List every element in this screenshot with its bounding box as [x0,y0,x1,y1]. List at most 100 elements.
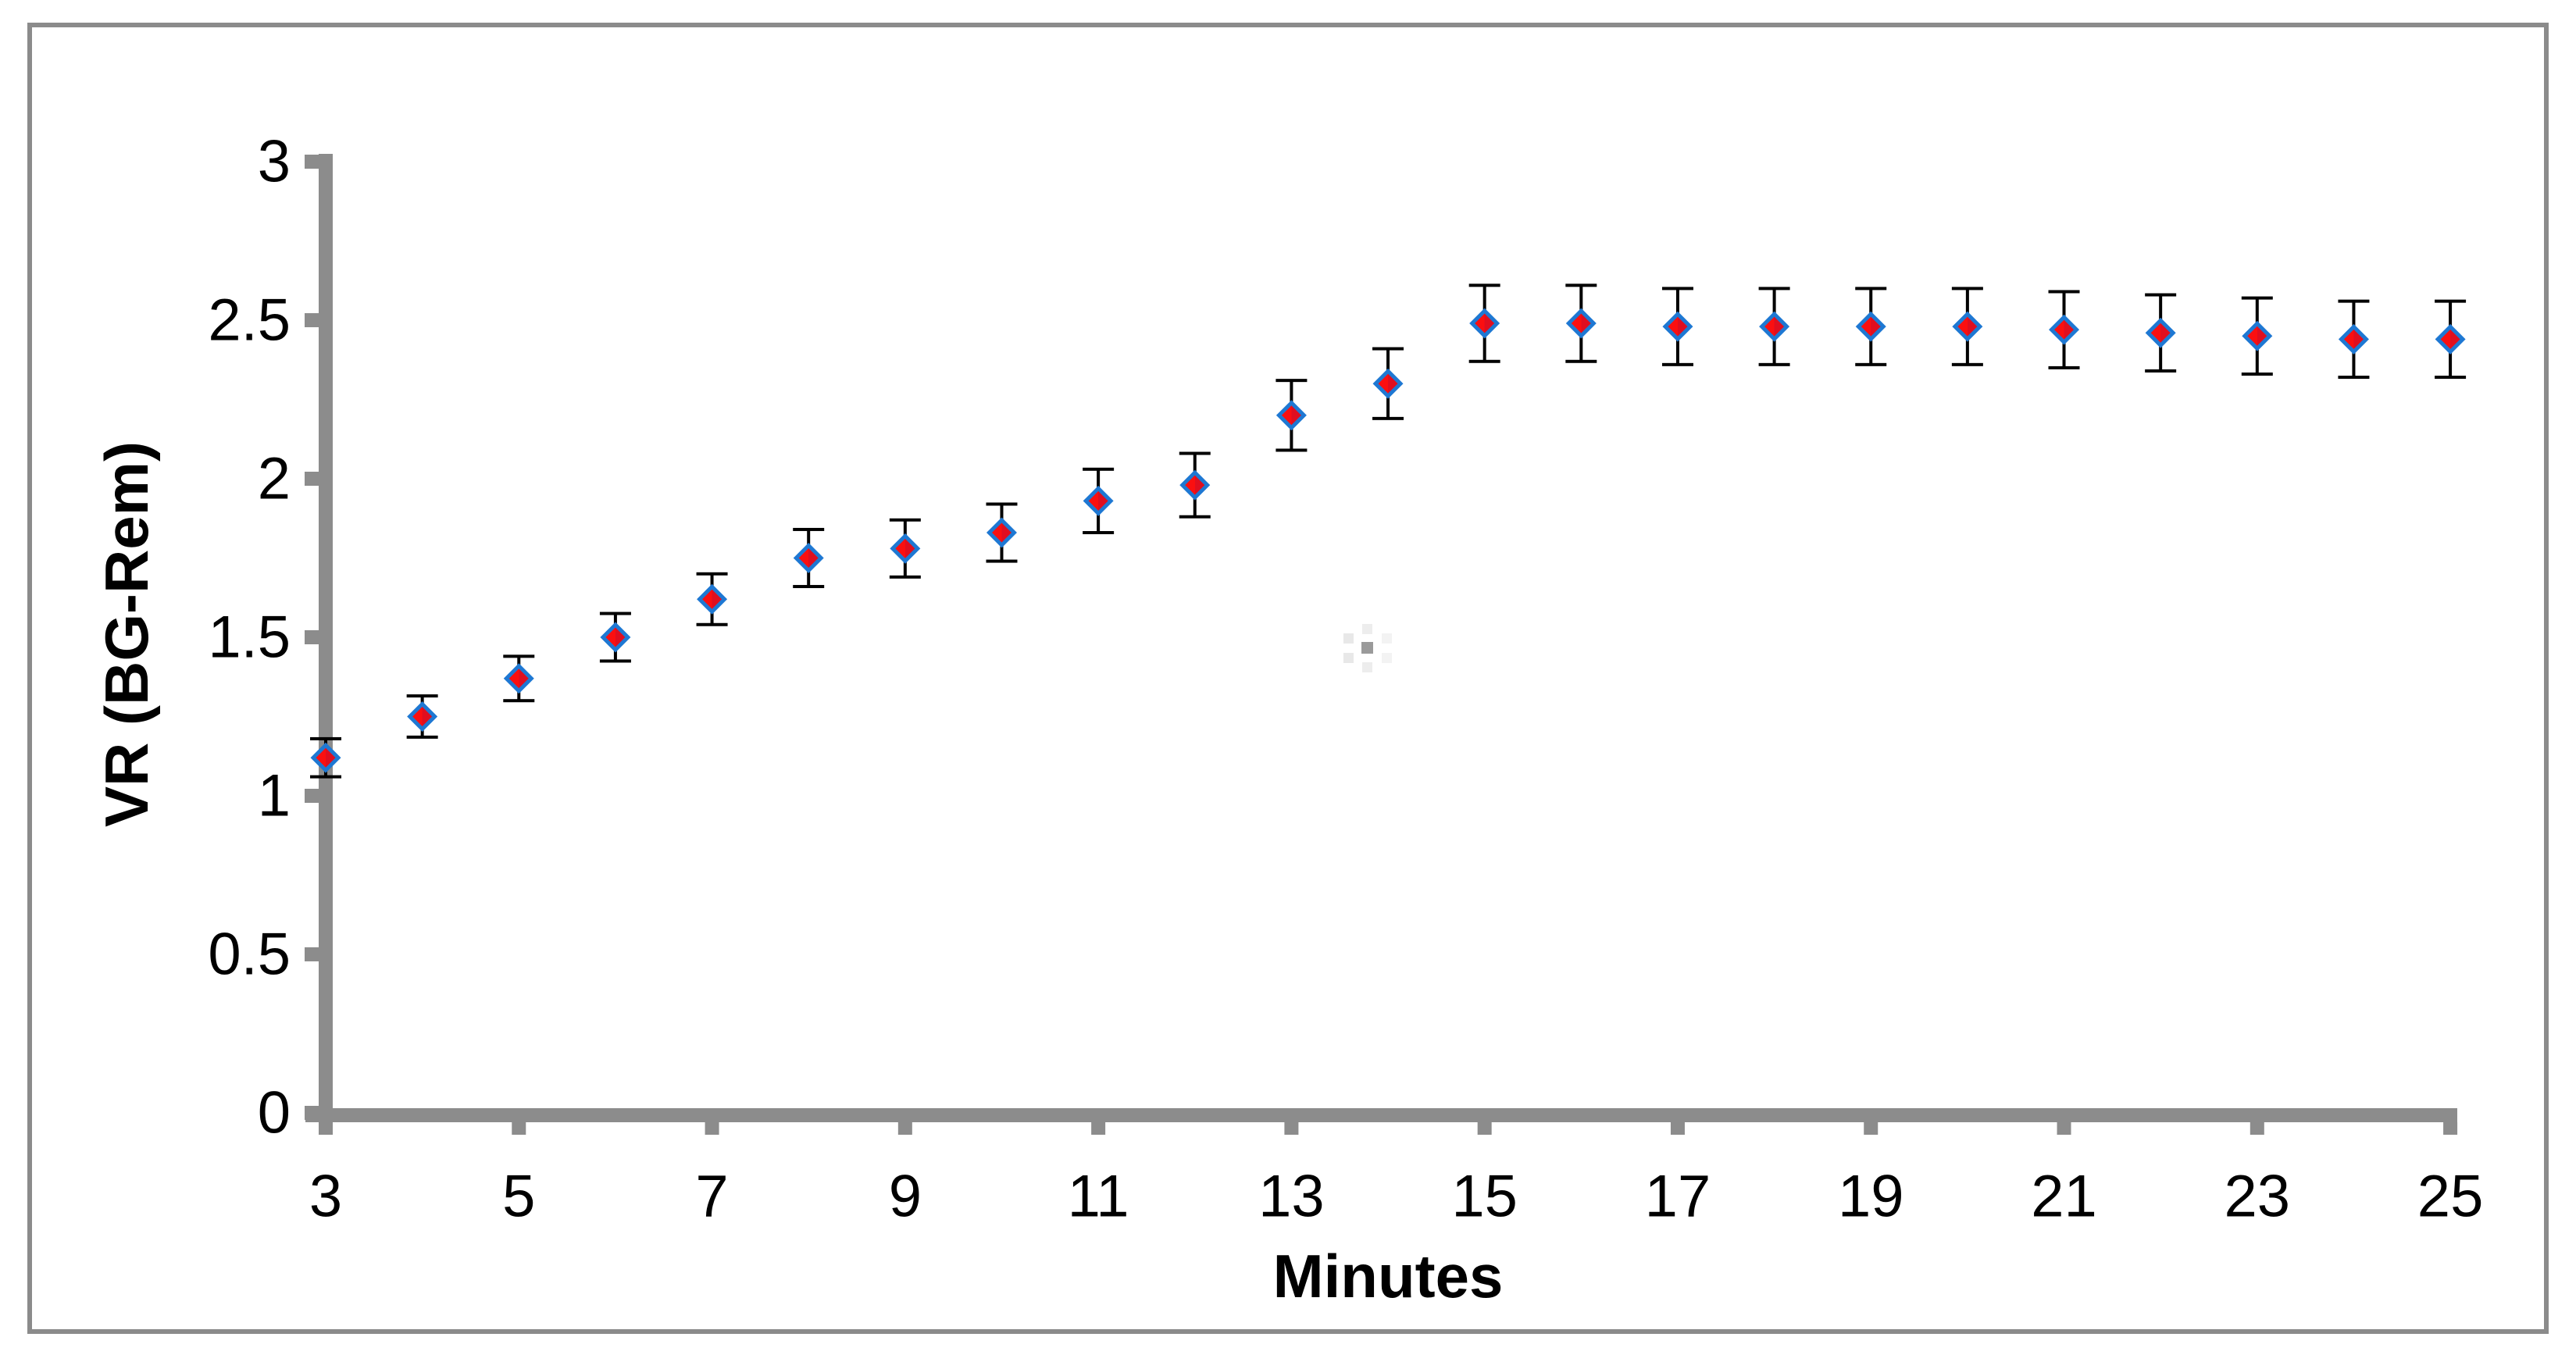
error-bar-cap [599,659,631,663]
error-bar-cap [310,736,341,740]
x-tick [512,1122,526,1135]
x-tick [897,1122,912,1135]
y-tick [305,313,319,327]
error-bar-cap [986,502,1018,506]
error-bar-cap [2241,373,2273,376]
error-bar-cap [1179,451,1211,455]
error-bar-cap [2241,296,2273,300]
y-tick-label: 2.5 [208,287,291,354]
axes [305,154,2458,1135]
data-point-marker-core [1088,490,1108,511]
x-tick [319,1122,333,1135]
data-point-marker-core [1957,316,1978,337]
x-tick-label: 17 [1645,1164,1711,1230]
x-tick [1670,1122,1685,1135]
x-tick-label: 9 [889,1164,922,1230]
data-point-marker-core [316,747,336,768]
error-bar-cap [2338,376,2370,380]
error-bar-cap [1468,359,1500,363]
x-tick-label: 15 [1451,1164,1518,1230]
x-tick [1477,1122,1492,1135]
error-bar-cap [889,575,921,579]
data-point-marker-core [1185,475,1205,495]
data-point-marker-core [412,707,433,726]
figure-border [27,23,2549,1334]
error-bar-cap [696,572,728,576]
data-point-marker-core [605,627,626,647]
error-bar-cap [1565,283,1597,287]
error-bar-cap [2435,376,2467,380]
error-bar-cap [1951,287,1983,291]
y-tick [305,789,319,803]
tick-labels: 0 0.5 1 1.5 2 2.5 3 3 5 7 9 11 13 15 17 19 21 23 25 [208,129,2483,1230]
x-tick-label: 5 [502,1164,535,1230]
data-point-marker-core [1668,316,1688,337]
error-bar-cap [310,775,341,779]
error-bar-cap [1276,448,1308,452]
y-tick [305,155,319,169]
data-point-marker-core [2150,323,2171,343]
x-tick-label: 19 [1838,1164,1904,1230]
error-bar-cap [1661,287,1693,291]
error-bar-cap [1468,283,1500,287]
error-bar-cap [1372,416,1404,420]
watermark-dots [1343,624,1392,672]
x-axis-line [305,1108,2457,1122]
data-point-marker-core [1475,313,1495,333]
x-tick [1284,1122,1299,1135]
error-bar-cap [793,527,825,531]
error-bar-cap [986,559,1018,563]
error-bar-cap [1758,362,1790,366]
error-bar-cap [503,699,535,703]
y-tick-label: 2 [258,446,291,512]
x-tick-label: 25 [2417,1164,2484,1230]
y-tick [305,630,319,644]
y-tick [305,947,319,961]
error-bars [310,283,2467,779]
y-tick [305,1106,319,1120]
y-tick-label: 3 [258,129,291,195]
error-bar-cap [1083,531,1115,535]
data-point-marker-core [1571,313,1591,333]
error-bar-cap [1276,379,1308,383]
data-point-marker-core [1378,373,1398,394]
x-tick-label: 13 [1258,1164,1325,1230]
y-tick-label: 1 [258,763,291,829]
error-bar-cap [1372,347,1404,351]
data-point-marker-core [1861,316,1881,337]
x-tick [2250,1122,2264,1135]
x-tick [1091,1122,1106,1135]
data-point-marker-core [2343,329,2364,349]
error-bar-cap [889,518,921,522]
x-tick-label: 11 [1068,1164,1129,1230]
x-tick [2443,1122,2458,1135]
error-bar-cap [1855,362,1887,366]
x-tick [705,1122,719,1135]
data-point-marker-core [798,548,819,568]
error-bar-cap [2048,365,2080,369]
data-point-marker-core [2440,329,2460,349]
error-bar-cap [1661,362,1693,366]
x-axis-title: Minutes [1273,1242,1504,1310]
x-tick-label: 21 [2031,1164,2097,1230]
error-bar-cap [599,611,631,615]
error-bar-cap [793,585,825,589]
error-bar-cap [1083,467,1115,471]
error-bar-cap [503,654,535,658]
error-bar-cap [1855,287,1887,291]
error-bar-cap [406,694,438,698]
y-tick-label: 1.5 [208,604,291,671]
error-bar-cap [2145,293,2177,297]
x-tick-label: 23 [2225,1164,2291,1230]
error-bar-cap [1565,359,1597,363]
data-point-marker-core [895,538,915,558]
x-tick [1864,1122,1878,1135]
error-bar-cap [1758,287,1790,291]
error-bar-cap [1951,362,1983,366]
data-point-marker-core [991,522,1011,543]
error-bar-cap [696,622,728,626]
error-bar-cap [2048,290,2080,294]
x-tick [2057,1122,2071,1135]
error-bar-cap [1179,515,1211,519]
